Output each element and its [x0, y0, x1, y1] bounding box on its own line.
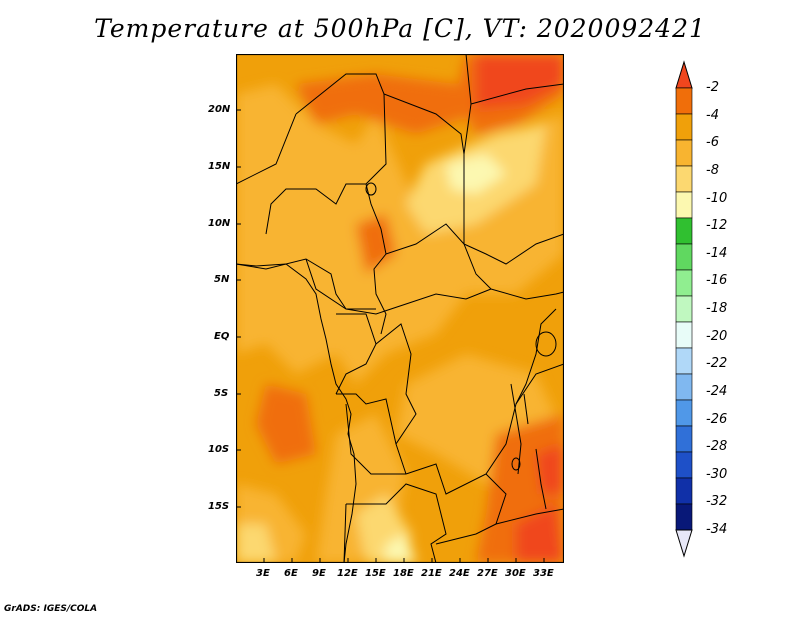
colorbar-swatch — [675, 139, 693, 167]
country-borders — [236, 54, 564, 563]
lat-label-5s: 5S — [214, 388, 229, 399]
temperature-map — [236, 54, 564, 563]
temperature-field — [236, 54, 564, 563]
colorbar-swatch — [675, 373, 693, 401]
colorbar-swatch — [675, 451, 693, 479]
lat-label-20n: 20N — [208, 104, 231, 115]
colorbar-label: -32 — [706, 494, 728, 510]
grads-credit: GrADS: IGES/COLA — [4, 604, 98, 614]
colorbar-label: -30 — [706, 466, 728, 482]
lon-label-12e: 12E — [337, 568, 358, 579]
colorbar-swatch — [675, 113, 693, 141]
lon-label-3e: 3E — [256, 568, 270, 579]
colorbar-swatch — [675, 399, 693, 427]
colorbar-label: -2 — [706, 80, 719, 95]
lon-label-21e: 21E — [421, 568, 442, 579]
coastline — [236, 263, 357, 563]
lon-label-18e: 18E — [393, 568, 414, 579]
colorbar-label: -34 — [706, 522, 728, 537]
colorbar-label: -16 — [706, 273, 728, 289]
colorbar-bottom-arrow — [675, 529, 693, 558]
lon-label-15e: 15E — [365, 568, 386, 579]
lon-label-6e: 6E — [284, 568, 298, 579]
colorbar-label: -12 — [706, 218, 728, 234]
colorbar-swatch — [675, 243, 693, 271]
map-border — [236, 54, 564, 563]
colorbar-label: -6 — [706, 135, 719, 151]
colorbar-label: -14 — [706, 245, 728, 261]
colorbar-label: -20 — [706, 328, 728, 344]
lon-label-27e: 27E — [477, 568, 498, 579]
lat-label-15s: 15S — [208, 501, 230, 512]
colorbar-top-arrow — [675, 60, 693, 89]
lat-label-5n: 5N — [214, 274, 230, 285]
lat-label-eq: EQ — [214, 331, 230, 342]
colorbar-label: -22 — [706, 356, 728, 372]
colorbar — [675, 60, 693, 558]
lakes — [365, 182, 557, 510]
lon-label-24e: 24E — [449, 568, 470, 579]
colorbar-swatch — [675, 165, 693, 193]
colorbar-swatch — [675, 503, 693, 531]
colorbar-swatch — [675, 295, 693, 323]
colorbar-swatch — [675, 425, 693, 453]
colorbar-label: -8 — [706, 162, 719, 178]
colorbar-swatch — [675, 347, 693, 375]
colorbar-label: -18 — [706, 301, 728, 316]
colorbar-swatch — [675, 87, 693, 115]
colorbar-label: -26 — [706, 411, 728, 427]
lat-label-15n: 15N — [208, 161, 231, 172]
axis-ticks — [236, 109, 545, 563]
colorbar-label: -24 — [706, 383, 728, 399]
colorbar-label: -10 — [706, 190, 728, 206]
colorbar-label: -4 — [706, 107, 719, 123]
colorbar-label: -28 — [706, 439, 728, 455]
lat-label-10s: 10S — [208, 444, 230, 455]
colorbar-swatch — [675, 321, 693, 349]
colorbar-swatch — [675, 191, 693, 219]
colorbar-swatch — [675, 269, 693, 297]
lon-label-9e: 9E — [312, 568, 326, 579]
map-title: Temperature at 500hPa [C], VT: 202009242… — [94, 14, 706, 43]
lon-label-33e: 33E — [533, 568, 554, 579]
colorbar-swatch — [675, 477, 693, 505]
colorbar-swatch — [675, 217, 693, 245]
lat-label-10n: 10N — [208, 218, 231, 229]
lon-label-30e: 30E — [505, 568, 526, 579]
